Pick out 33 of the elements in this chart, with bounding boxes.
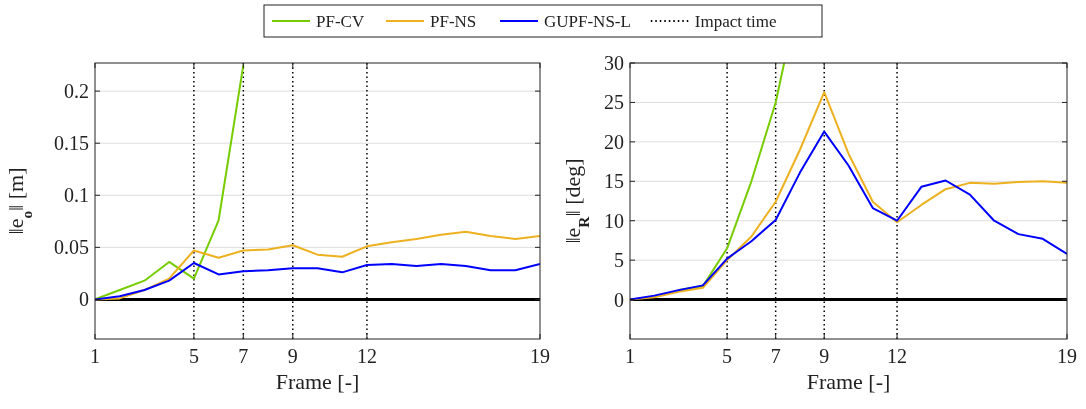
line-series [95, 64, 245, 301]
x-tick-label: 5 [722, 345, 733, 367]
y-tick-label: 0.2 [64, 80, 89, 103]
x-tick-label: 5 [188, 345, 199, 367]
x-tick-label: 12 [356, 345, 377, 367]
y-tick-label: 0.1 [64, 184, 89, 207]
x-tick-label: 7 [770, 345, 781, 367]
x-axis-title: Frame [-] [806, 369, 891, 394]
x-tick-label: 9 [819, 345, 830, 367]
x-tick-label: 9 [287, 345, 298, 367]
line-series [95, 261, 540, 301]
y-tick-label: 15 [604, 170, 624, 193]
x-tick-label: 1 [625, 345, 635, 367]
y-tick-label: 0.15 [54, 132, 89, 155]
x-tick-label: 1 [90, 345, 100, 367]
x-tick-label: 12 [887, 345, 908, 367]
y-tick-label: 30 [604, 52, 624, 74]
y-tick-label: 0.05 [54, 236, 89, 259]
legend-label: GUPF-NS-L [544, 11, 631, 31]
y-tick-label: 0 [614, 288, 624, 311]
x-tick-label: 19 [1057, 345, 1077, 367]
y-tick-label: 0 [79, 288, 89, 311]
line-series [630, 130, 1067, 301]
legend-label: Impact time [694, 11, 777, 31]
x-tick-label: 19 [530, 345, 550, 367]
legend-label: PF-NS [430, 11, 477, 31]
x-tick-label: 7 [238, 345, 249, 367]
y-tick-label: 10 [604, 209, 624, 232]
y-tick-label: 25 [604, 91, 624, 114]
x-axis-title: Frame [-] [275, 369, 360, 394]
y-tick-label: 5 [614, 249, 624, 272]
y-tick-label: 20 [604, 130, 624, 153]
legend-label: PF-CV [316, 11, 365, 31]
